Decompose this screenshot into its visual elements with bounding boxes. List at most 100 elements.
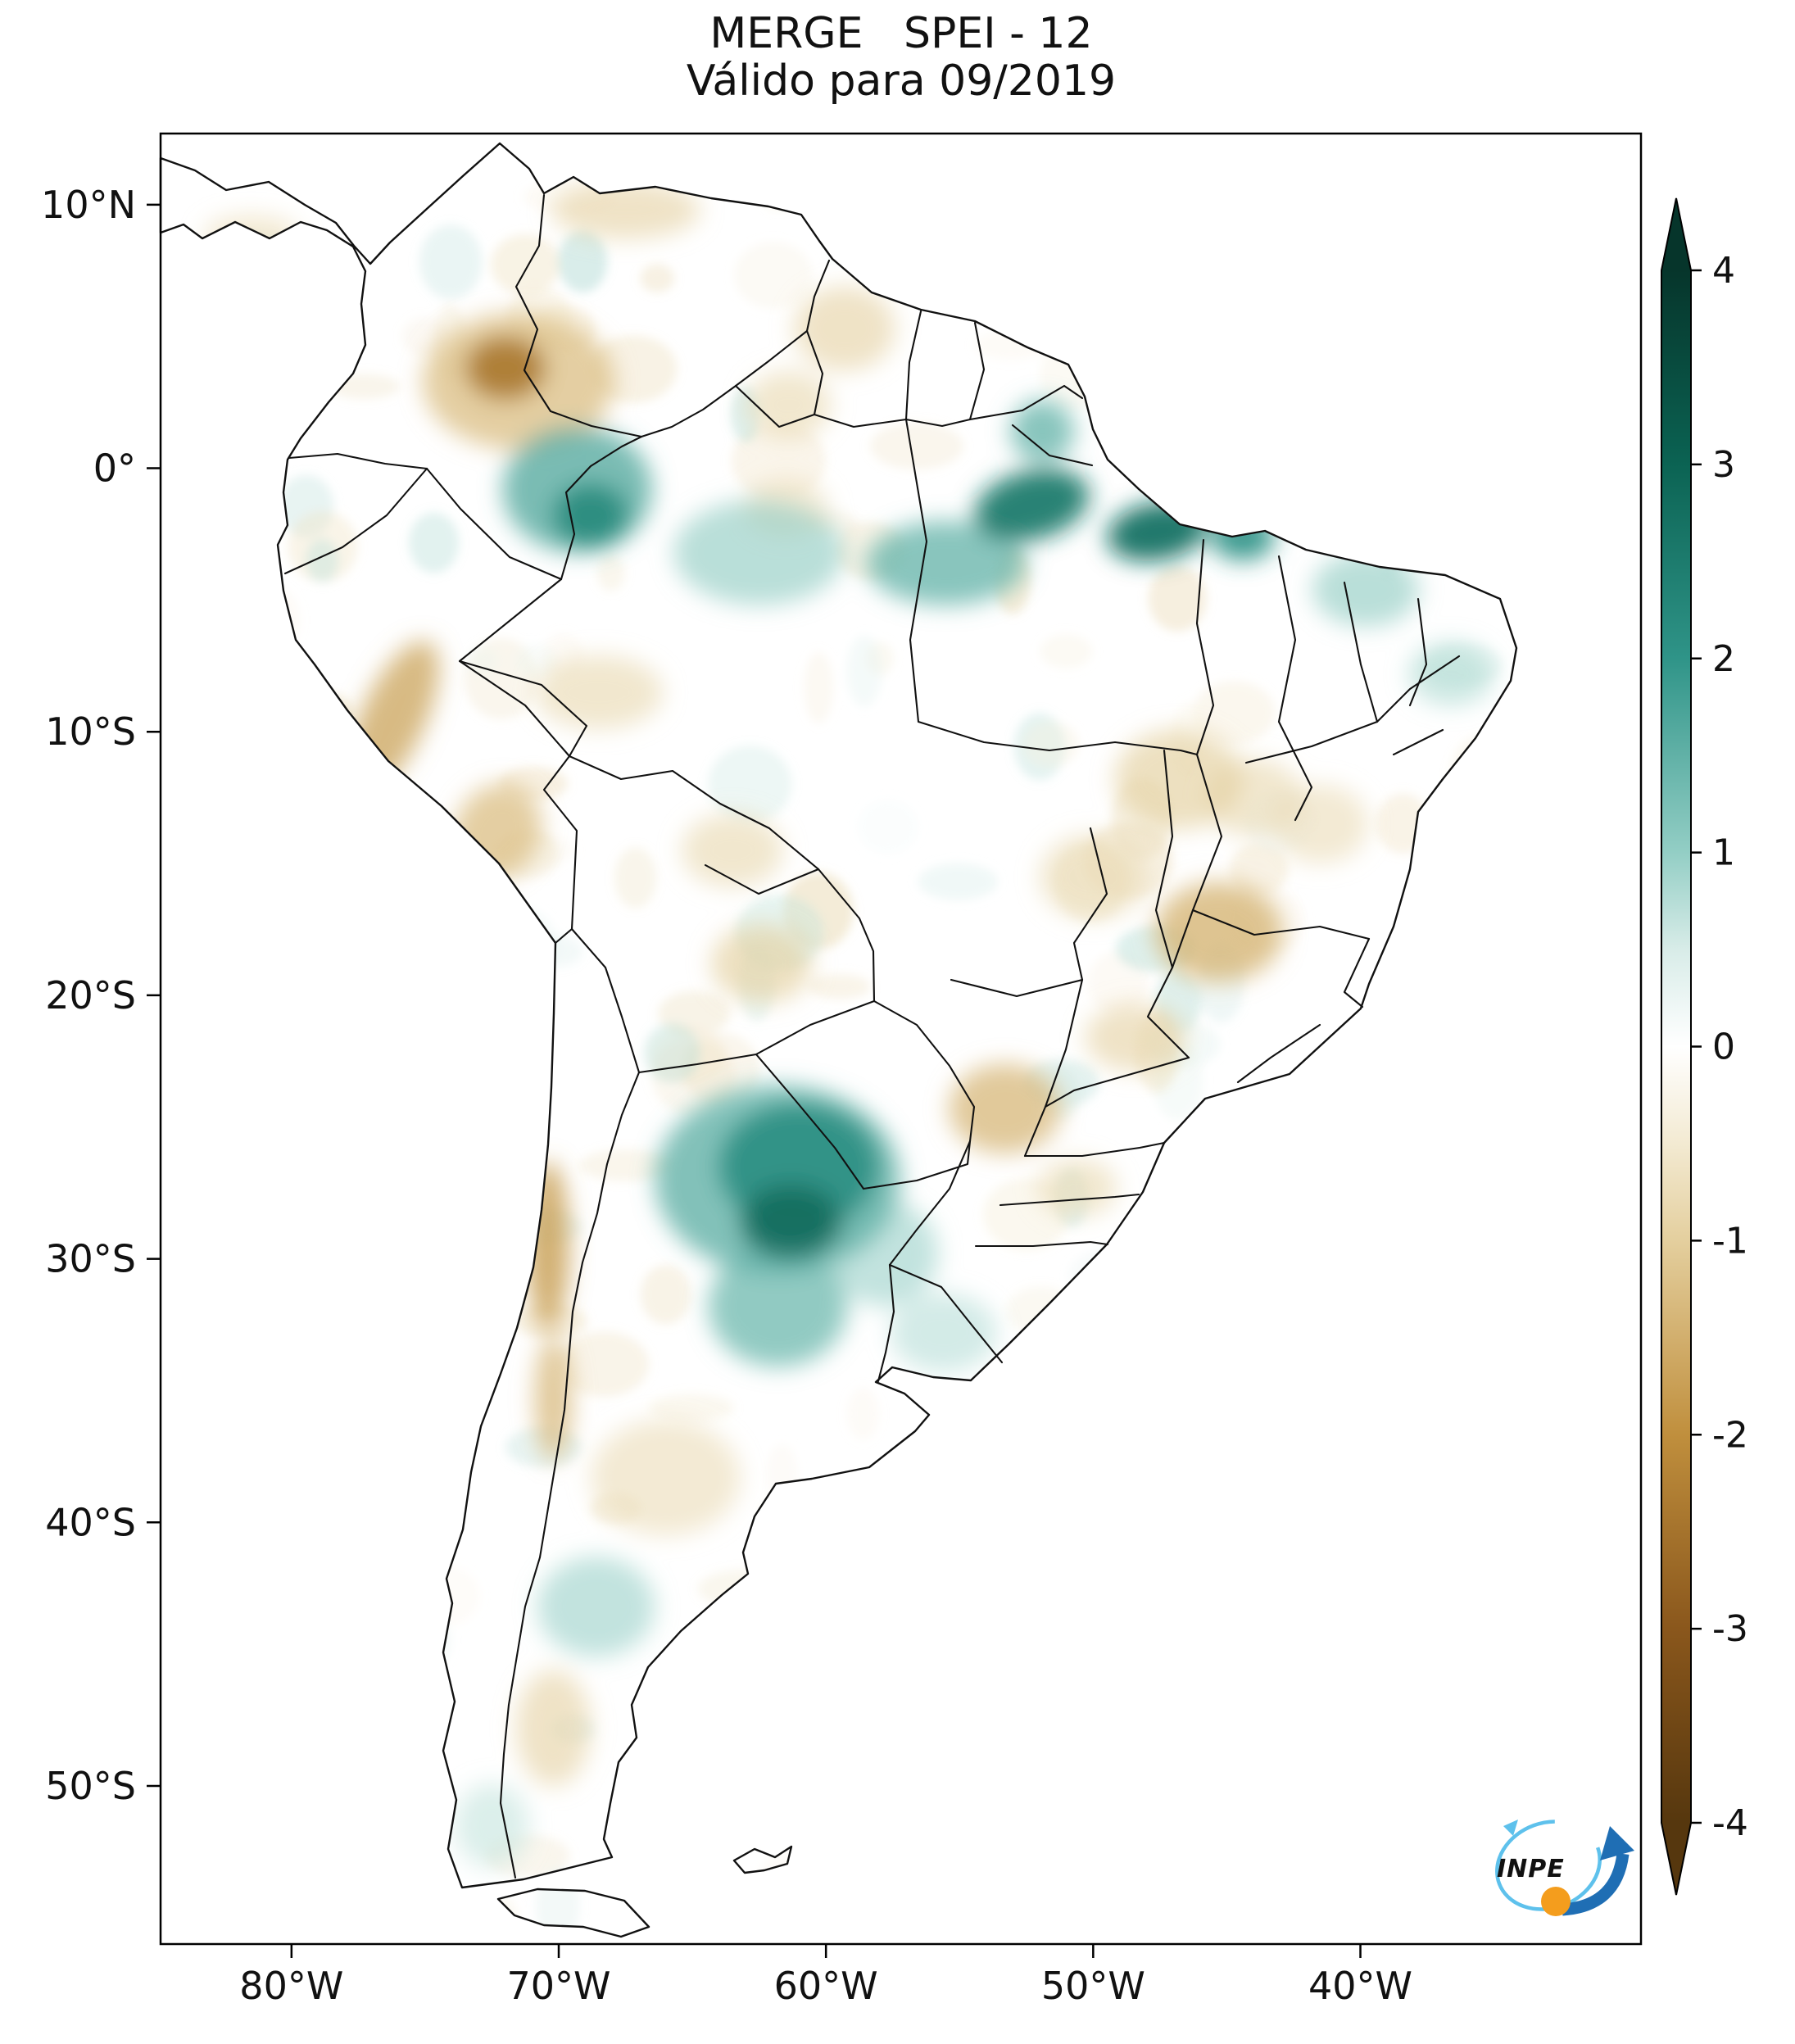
border-line bbox=[1408, 597, 1428, 707]
spei-anomaly-blob bbox=[746, 370, 832, 440]
colorbar-ticks: 4 3 2 1 0 -1 -2 -3 -4 bbox=[1691, 250, 1748, 1844]
border-line bbox=[288, 452, 428, 470]
spei-anomaly-blob bbox=[551, 180, 700, 239]
border-line bbox=[755, 1053, 865, 1190]
border-line bbox=[755, 999, 876, 1056]
spei-anomaly-blob bbox=[708, 1245, 848, 1367]
logo-bold-arrow-icon bbox=[1562, 1852, 1630, 1916]
colorbar-tick-label: -3 bbox=[1712, 1608, 1748, 1650]
spei-anomaly-blob bbox=[1408, 641, 1494, 706]
logo-bold-arrowhead-icon bbox=[1600, 1826, 1634, 1860]
noise-blob bbox=[491, 234, 560, 296]
spei-anomaly-blob bbox=[1312, 552, 1420, 627]
spei-anomaly-blob bbox=[673, 500, 845, 605]
spei-anomaly-blob bbox=[890, 1293, 997, 1372]
coastline-and-borders bbox=[159, 142, 1518, 1938]
noise-blob bbox=[1229, 843, 1289, 896]
x-tick-label: 80°W bbox=[239, 1964, 343, 2008]
y-tick-label: 10°N bbox=[41, 183, 136, 227]
border-line bbox=[1244, 720, 1379, 764]
colorbar-tick-label: 4 bbox=[1712, 250, 1735, 292]
spei-anomaly-blob bbox=[1040, 834, 1147, 919]
x-tick-label: 60°W bbox=[774, 1964, 878, 2008]
border-line bbox=[862, 1140, 972, 1190]
border-line bbox=[1191, 909, 1371, 940]
colorbar-extend-min bbox=[1661, 1823, 1691, 1895]
plot-frame bbox=[159, 132, 1643, 1946]
noise-blob bbox=[465, 646, 500, 675]
border-line bbox=[917, 720, 1199, 756]
colorbar-tick-label: -4 bbox=[1712, 1802, 1748, 1844]
logo-text: INPE bbox=[1497, 1855, 1565, 1883]
spei-anomaly-blob bbox=[1036, 1158, 1117, 1217]
border-line bbox=[888, 1263, 1004, 1364]
y-tick-label: 10°S bbox=[45, 709, 136, 754]
spei-anomaly-blob bbox=[591, 1419, 741, 1536]
spei-anomaly-blob bbox=[537, 1557, 655, 1657]
colorbar-gradient-bar bbox=[1661, 270, 1691, 1823]
border-line bbox=[568, 755, 876, 1003]
x-tick-label: 40°W bbox=[1308, 1964, 1412, 2008]
border-line bbox=[425, 467, 563, 581]
y-tick-label: 0° bbox=[93, 446, 136, 491]
border-line bbox=[1236, 1023, 1321, 1084]
noise-blob bbox=[643, 1022, 700, 1083]
logo-swirl-arrowhead-icon bbox=[1503, 1820, 1518, 1836]
border-line bbox=[1343, 581, 1379, 723]
x-axis: 80°W 70°W 60°W 50°W 40°W bbox=[239, 1944, 1412, 2008]
spei-anomaly-blob bbox=[515, 1670, 592, 1786]
noise-blob bbox=[733, 242, 813, 310]
noise-blob bbox=[514, 644, 558, 680]
y-tick-label: 40°S bbox=[45, 1500, 136, 1544]
noise-blob bbox=[857, 799, 919, 855]
border-line bbox=[1277, 555, 1313, 822]
spei-anomaly-blob bbox=[1154, 882, 1283, 982]
border-line bbox=[877, 1263, 895, 1383]
spei-anomaly-blob bbox=[534, 1335, 573, 1462]
y-axis: 10°N 0° 10°S 20°S 30°S 40°S 50°S bbox=[41, 183, 161, 1808]
border-line bbox=[458, 659, 588, 758]
noise-blob bbox=[682, 1032, 760, 1106]
noise-blob bbox=[809, 974, 871, 999]
border-line bbox=[1146, 966, 1190, 1059]
spei-anomaly-blob bbox=[1114, 729, 1244, 830]
border-line bbox=[640, 329, 809, 438]
spei-anomaly-blob bbox=[974, 469, 1090, 542]
border-line bbox=[974, 1240, 1109, 1248]
border-line bbox=[968, 321, 986, 421]
noise-blob bbox=[731, 421, 827, 501]
colorbar: 4 3 2 1 0 -1 -2 -3 -4 bbox=[1661, 197, 1748, 1896]
border-line bbox=[1376, 655, 1461, 723]
border-line bbox=[950, 978, 1084, 998]
noise-blob bbox=[803, 651, 834, 724]
x-tick-label: 50°W bbox=[1041, 1964, 1145, 2008]
country-and-state-borders bbox=[283, 193, 1461, 1879]
coastline-island bbox=[732, 1845, 793, 1874]
border-line bbox=[554, 927, 573, 945]
noise-blob bbox=[559, 1331, 650, 1397]
border-line bbox=[283, 467, 428, 575]
border-line bbox=[514, 193, 643, 438]
noise-blob bbox=[306, 538, 339, 582]
border-line bbox=[1154, 749, 1174, 969]
noise-blob bbox=[596, 554, 625, 591]
noise-blob bbox=[708, 745, 792, 823]
border-line bbox=[904, 418, 972, 428]
noise-blob bbox=[1192, 681, 1276, 745]
map-title: MERGE SPEI - 12 bbox=[709, 9, 1092, 58]
noise-blob bbox=[558, 229, 608, 293]
border-line bbox=[458, 578, 571, 758]
colorbar-tick-label: -1 bbox=[1712, 1220, 1748, 1262]
spei-anomaly-blob bbox=[1085, 1003, 1187, 1072]
spei-anomaly-blob bbox=[866, 520, 1027, 605]
noise-blob bbox=[869, 422, 964, 470]
noise-blob bbox=[640, 264, 675, 293]
noise-blob bbox=[1022, 722, 1080, 767]
noise-blob bbox=[846, 635, 882, 707]
spei-anomaly-blob bbox=[465, 336, 546, 400]
border-line bbox=[805, 259, 831, 333]
border-line bbox=[1044, 1056, 1190, 1108]
spei-anomaly-blob bbox=[1010, 399, 1075, 464]
coastline-south-america bbox=[159, 142, 1518, 1889]
noise-blob bbox=[918, 863, 998, 900]
